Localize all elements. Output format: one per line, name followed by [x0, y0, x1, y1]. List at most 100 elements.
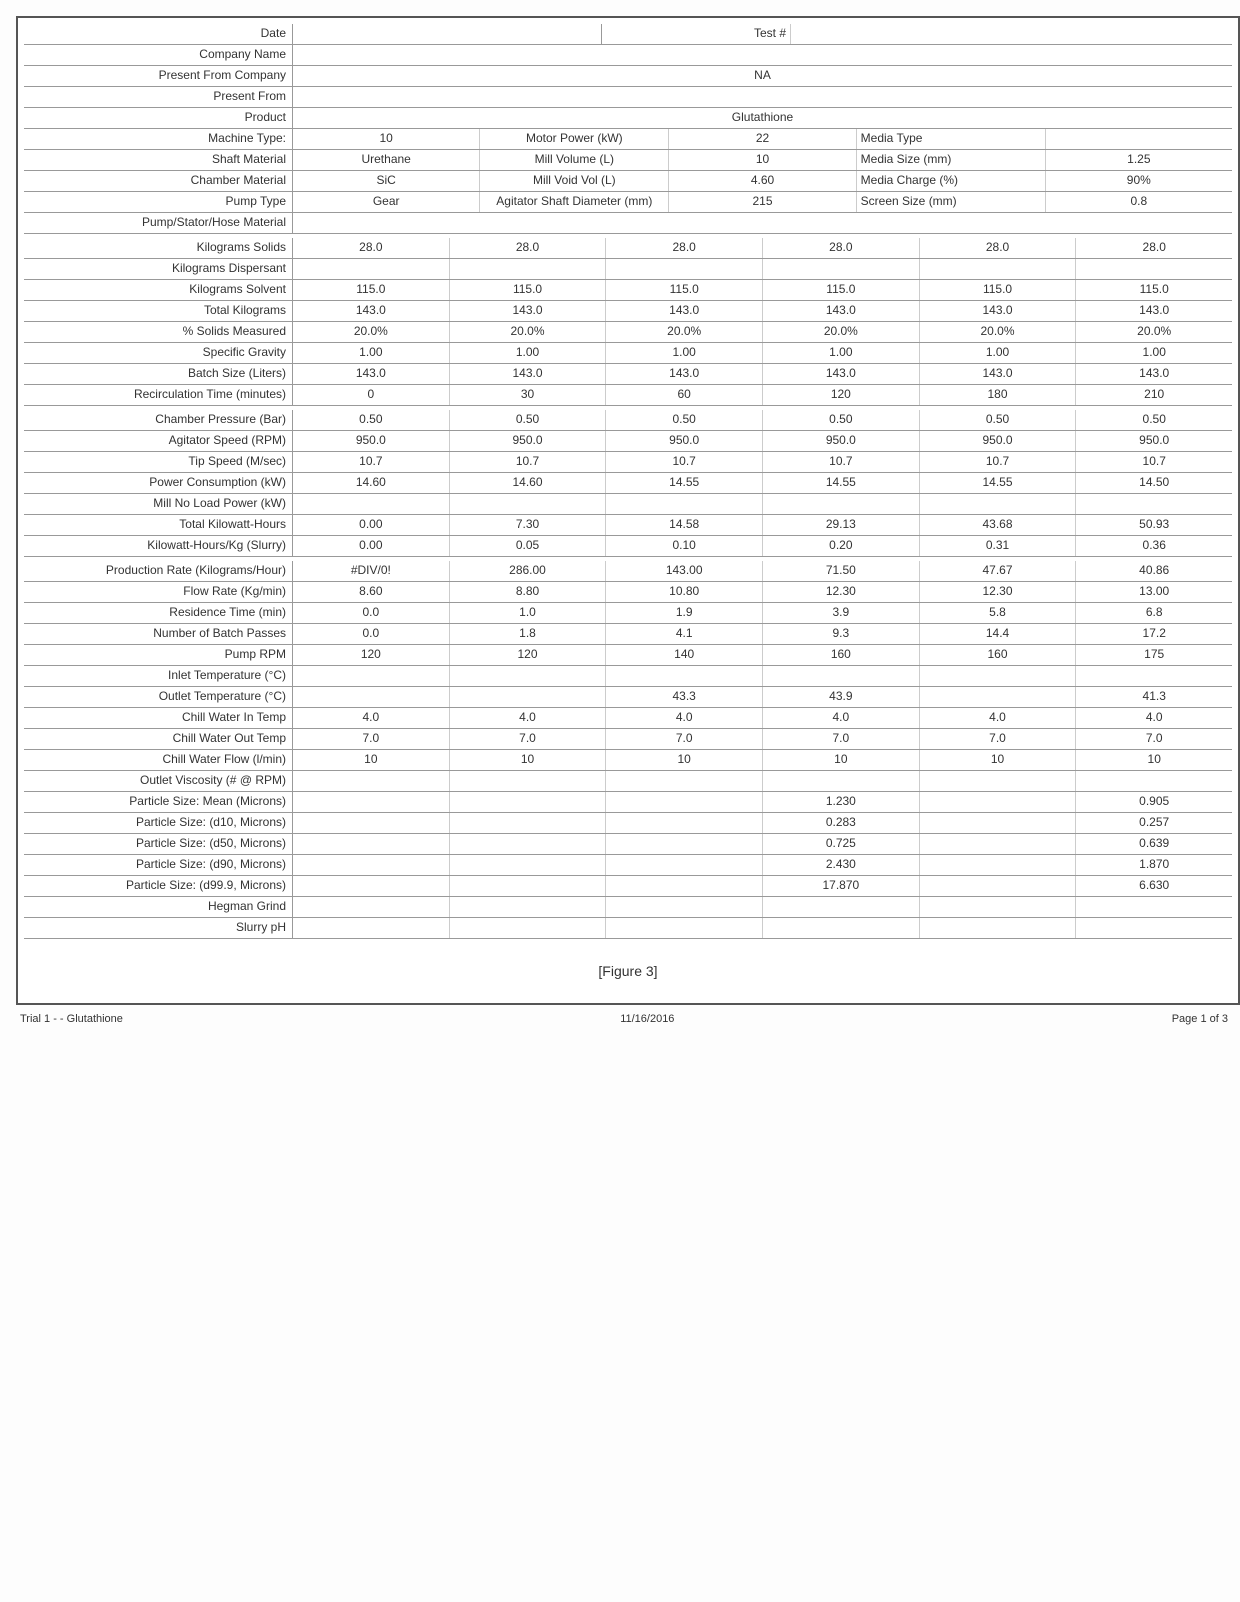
label-flowrate: Flow Rate (Kg/min) [24, 582, 293, 602]
cell-kgsolids-2: 28.0 [606, 238, 763, 258]
data-row-power: Power Consumption (kW)14.6014.6014.5514.… [24, 473, 1232, 494]
cell-pumprpm-5: 175 [1076, 645, 1232, 665]
data-row-psd10: Particle Size: (d10, Microns)0.2830.257 [24, 813, 1232, 834]
cell-chillin-0: 4.0 [293, 708, 450, 728]
cell-psd999-2 [606, 876, 763, 896]
cell-visc-0 [293, 771, 450, 791]
label-psmean: Particle Size: Mean (Microns) [24, 792, 293, 812]
data-row-hegman: Hegman Grind [24, 897, 1232, 918]
page-footer: Trial 1 - - Glutathione 11/16/2016 Page … [16, 1011, 1232, 1027]
cell-press-4: 0.50 [920, 410, 1077, 430]
cell-totkwh-2: 14.58 [606, 515, 763, 535]
row-present-from: Present From [24, 87, 1232, 108]
cell-psd50-4 [920, 834, 1077, 854]
cell-slurryph-3 [763, 918, 920, 938]
label-pumprpm: Pump RPM [24, 645, 293, 665]
label-inlettemp: Inlet Temperature (°C) [24, 666, 293, 686]
cell-kwhkg-0: 0.00 [293, 536, 450, 556]
cell-psd50-0 [293, 834, 450, 854]
cell-passes-2: 4.1 [606, 624, 763, 644]
cell-flowrate-2: 10.80 [606, 582, 763, 602]
data-row-outlettemp: Outlet Temperature (°C)43.343.941.3 [24, 687, 1232, 708]
cell-psd10-0 [293, 813, 450, 833]
cell-passes-1: 1.8 [450, 624, 607, 644]
cell-chillin-3: 4.0 [763, 708, 920, 728]
data-row-kgsolids: Kilograms Solids28.028.028.028.028.028.0 [24, 238, 1232, 259]
cell-kwhkg-2: 0.10 [606, 536, 763, 556]
cell-rpm-0: 950.0 [293, 431, 450, 451]
data-row-chillout: Chill Water Out Temp7.07.07.07.07.07.0 [24, 729, 1232, 750]
value-shaft-material: Urethane [293, 150, 480, 170]
cell-kgdisp-3 [763, 259, 920, 279]
cell-pumprpm-4: 160 [920, 645, 1077, 665]
cell-pctsolids-0: 20.0% [293, 322, 450, 342]
cell-batch-5: 143.0 [1076, 364, 1232, 384]
cell-psd90-1 [450, 855, 607, 875]
cell-kwhkg-1: 0.05 [450, 536, 607, 556]
cell-pctsolids-3: 20.0% [763, 322, 920, 342]
cell-inlettemp-2 [606, 666, 763, 686]
cell-tip-0: 10.7 [293, 452, 450, 472]
label-totkwh: Total Kilowatt-Hours [24, 515, 293, 535]
cell-kgsolv-0: 115.0 [293, 280, 450, 300]
cell-outlettemp-5: 41.3 [1076, 687, 1232, 707]
cell-psmean-2 [606, 792, 763, 812]
cell-passes-3: 9.3 [763, 624, 920, 644]
cell-prodrate-5: 40.86 [1076, 561, 1232, 581]
label-passes: Number of Batch Passes [24, 624, 293, 644]
cell-kgdisp-2 [606, 259, 763, 279]
data-row-tip: Tip Speed (M/sec)10.710.710.710.710.710.… [24, 452, 1232, 473]
cell-power-1: 14.60 [450, 473, 607, 493]
cell-psd999-3: 17.870 [763, 876, 920, 896]
cell-press-1: 0.50 [450, 410, 607, 430]
label-mill-volume: Mill Volume (L) [480, 150, 669, 170]
cell-kgsolv-1: 115.0 [450, 280, 607, 300]
label-tip: Tip Speed (M/sec) [24, 452, 293, 472]
data-row-psd90: Particle Size: (d90, Microns)2.4301.870 [24, 855, 1232, 876]
data-row-pumprpm: Pump RPM120120140160160175 [24, 645, 1232, 666]
data-row-noload: Mill No Load Power (kW) [24, 494, 1232, 515]
label-batch: Batch Size (Liters) [24, 364, 293, 384]
cell-hegman-5 [1076, 897, 1232, 917]
label-pump-hose: Pump/Stator/Hose Material [24, 213, 293, 233]
cell-totkwh-5: 50.93 [1076, 515, 1232, 535]
data-row-recirc: Recirculation Time (minutes)030601201802… [24, 385, 1232, 406]
cell-batch-0: 143.0 [293, 364, 450, 384]
label-kgsolv: Kilograms Solvent [24, 280, 293, 300]
data-row-visc: Outlet Viscosity (# @ RPM) [24, 771, 1232, 792]
value-machine-type: 10 [293, 129, 480, 149]
cell-noload-2 [606, 494, 763, 514]
label-totalkg: Total Kilograms [24, 301, 293, 321]
cell-psd10-5: 0.257 [1076, 813, 1232, 833]
cell-inlettemp-4 [920, 666, 1077, 686]
cell-pctsolids-2: 20.0% [606, 322, 763, 342]
cell-outlettemp-0 [293, 687, 450, 707]
cell-power-0: 14.60 [293, 473, 450, 493]
cell-hegman-1 [450, 897, 607, 917]
label-chamber-material: Chamber Material [24, 171, 293, 191]
cell-batch-4: 143.0 [920, 364, 1077, 384]
cell-power-4: 14.55 [920, 473, 1077, 493]
label-screen-size: Screen Size (mm) [857, 192, 1046, 212]
label-media-size: Media Size (mm) [857, 150, 1046, 170]
cell-psd50-3: 0.725 [763, 834, 920, 854]
row-chamber-material: Chamber Material SiC Mill Void Vol (L) 4… [24, 171, 1232, 192]
value-test [791, 24, 1232, 44]
cell-slurryph-0 [293, 918, 450, 938]
data-row-chillflow: Chill Water Flow (l/min)101010101010 [24, 750, 1232, 771]
cell-hegman-0 [293, 897, 450, 917]
label-motor-power: Motor Power (kW) [480, 129, 669, 149]
cell-batch-1: 143.0 [450, 364, 607, 384]
cell-sg-0: 1.00 [293, 343, 450, 363]
cell-restime-1: 1.0 [450, 603, 607, 623]
cell-chillout-1: 7.0 [450, 729, 607, 749]
value-mill-volume: 10 [669, 150, 856, 170]
cell-chillout-2: 7.0 [606, 729, 763, 749]
footer-center: 11/16/2016 [620, 1013, 674, 1025]
cell-rpm-1: 950.0 [450, 431, 607, 451]
data-row-kwhkg: Kilowatt-Hours/Kg (Slurry)0.000.050.100.… [24, 536, 1232, 557]
cell-rpm-5: 950.0 [1076, 431, 1232, 451]
cell-tip-1: 10.7 [450, 452, 607, 472]
cell-pumprpm-2: 140 [606, 645, 763, 665]
cell-psd999-1 [450, 876, 607, 896]
